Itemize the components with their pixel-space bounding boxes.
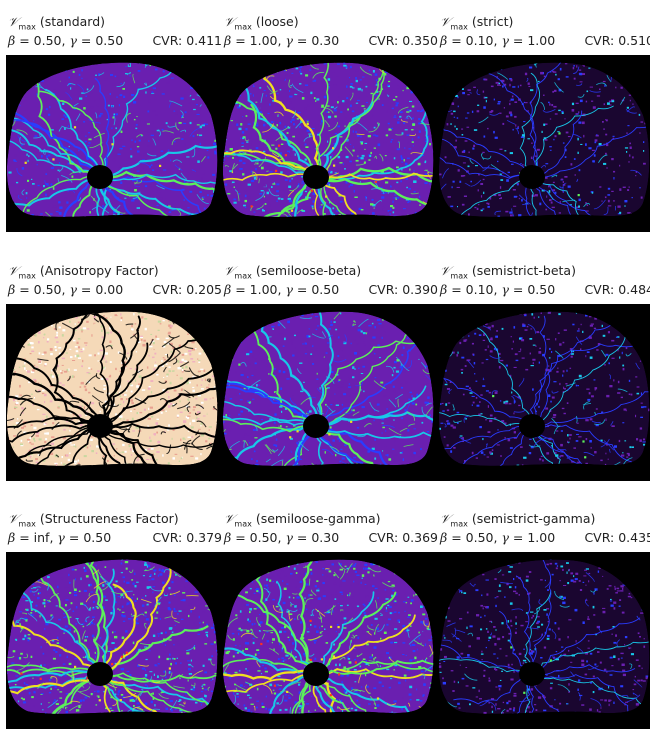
beta-value: 0.50: [34, 282, 62, 297]
vmax-symbol: 𝒱: [224, 263, 234, 278]
method-name: (semistrict-beta): [472, 263, 576, 278]
vesselness-map: [222, 55, 438, 232]
optic-disc: [303, 662, 329, 686]
beta-value: 0.10: [466, 282, 494, 297]
method-name: (strict): [472, 14, 514, 29]
optic-disc: [519, 662, 545, 686]
retina-image: [6, 55, 222, 232]
beta-value: 1.00: [250, 33, 278, 48]
panel-title: 𝒱max (Structureness Factor): [8, 511, 179, 529]
gamma-value: 0.30: [311, 530, 339, 545]
method-name: (semiloose-beta): [256, 263, 361, 278]
retina-image: [6, 552, 222, 729]
cvr-score: CVR: 0.205: [152, 282, 222, 297]
method-name: (semiloose-gamma): [256, 511, 381, 526]
vesselness-map: [6, 55, 222, 232]
beta-value: 0.50: [34, 33, 62, 48]
cvr-score: CVR: 0.510: [584, 33, 650, 48]
vmax-subscript: max: [18, 520, 35, 529]
vmax-subscript: max: [450, 272, 467, 281]
vesselness-map: [222, 304, 438, 481]
panel-title: 𝒱max (strict): [440, 14, 513, 32]
retina-image: [438, 55, 650, 232]
optic-disc: [303, 165, 329, 189]
optic-disc: [519, 165, 545, 189]
gamma-value: 0.50: [527, 282, 555, 297]
vesselness-map: [222, 552, 438, 729]
panel-title: 𝒱max (standard): [8, 14, 105, 32]
panel-parameters: β = 0.50, γ = 0.50: [8, 33, 123, 48]
vmax-subscript: max: [234, 520, 251, 529]
vmax-symbol: 𝒱: [8, 14, 18, 29]
panel-title: 𝒱max (semistrict-gamma): [440, 511, 595, 529]
vmax-subscript: max: [450, 23, 467, 32]
panel-parameters: β = 0.10, γ = 0.50: [440, 282, 555, 297]
panel-parameters: β = 0.50, γ = 0.00: [8, 282, 123, 297]
beta-value: 1.00: [250, 282, 278, 297]
method-name: (loose): [256, 14, 299, 29]
retina-image: [438, 304, 650, 481]
gamma-value: 0.30: [311, 33, 339, 48]
retina-image: [6, 304, 222, 481]
panel-title: 𝒱max (loose): [224, 14, 299, 32]
vesselness-map: [438, 304, 650, 481]
vmax-subscript: max: [234, 23, 251, 32]
panel-parameters: β = 0.50, γ = 1.00: [440, 530, 555, 545]
vmax-symbol: 𝒱: [440, 511, 450, 526]
gamma-value: 0.50: [311, 282, 339, 297]
method-name: (Structureness Factor): [40, 511, 179, 526]
vmax-subscript: max: [234, 272, 251, 281]
beta-value: inf: [34, 530, 50, 545]
gamma-value: 0.50: [95, 33, 123, 48]
panel-title: 𝒱max (Anisotropy Factor): [8, 263, 159, 281]
optic-disc: [87, 662, 113, 686]
vmax-subscript: max: [450, 520, 467, 529]
vmax-symbol: 𝒱: [440, 14, 450, 29]
gamma-value: 0.00: [95, 282, 123, 297]
gamma-value: 1.00: [527, 530, 555, 545]
gamma-value: 0.50: [83, 530, 111, 545]
vesselness-map: [6, 304, 222, 481]
method-name: (standard): [40, 14, 105, 29]
retina-image: [222, 304, 438, 481]
panel-parameters: β = 1.00, γ = 0.50: [224, 282, 339, 297]
panel-parameters: β = inf, γ = 0.50: [8, 530, 111, 545]
retina-image: [222, 552, 438, 729]
vmax-subscript: max: [18, 272, 35, 281]
optic-disc: [87, 414, 113, 438]
method-name: (semistrict-gamma): [472, 511, 596, 526]
optic-disc: [87, 165, 113, 189]
vmax-symbol: 𝒱: [440, 263, 450, 278]
cvr-score: CVR: 0.390: [368, 282, 438, 297]
beta-value: 0.50: [466, 530, 494, 545]
vmax-symbol: 𝒱: [224, 511, 234, 526]
panel-title: 𝒱max (semiloose-gamma): [224, 511, 381, 529]
panel-parameters: β = 1.00, γ = 0.30: [224, 33, 339, 48]
cvr-score: CVR: 0.379: [152, 530, 222, 545]
gamma-value: 1.00: [527, 33, 555, 48]
cvr-score: CVR: 0.350: [368, 33, 438, 48]
vesselness-map: [6, 552, 222, 729]
cvr-score: CVR: 0.411: [152, 33, 222, 48]
cvr-score: CVR: 0.484: [584, 282, 650, 297]
beta-value: 0.50: [250, 530, 278, 545]
vmax-subscript: max: [18, 23, 35, 32]
panel-parameters: β = 0.50, γ = 0.30: [224, 530, 339, 545]
beta-value: 0.10: [466, 33, 494, 48]
panel-title: 𝒱max (semistrict-beta): [440, 263, 576, 281]
vmax-symbol: 𝒱: [224, 14, 234, 29]
panel-parameters: β = 0.10, γ = 1.00: [440, 33, 555, 48]
vesselness-map: [438, 55, 650, 232]
vesselness-map: [438, 552, 650, 729]
retina-image: [222, 55, 438, 232]
method-name: (Anisotropy Factor): [40, 263, 159, 278]
cvr-score: CVR: 0.435: [584, 530, 650, 545]
optic-disc: [303, 414, 329, 438]
retina-image: [438, 552, 650, 729]
vmax-symbol: 𝒱: [8, 511, 18, 526]
panel-title: 𝒱max (semiloose-beta): [224, 263, 361, 281]
vmax-symbol: 𝒱: [8, 263, 18, 278]
optic-disc: [519, 414, 545, 438]
cvr-score: CVR: 0.369: [368, 530, 438, 545]
